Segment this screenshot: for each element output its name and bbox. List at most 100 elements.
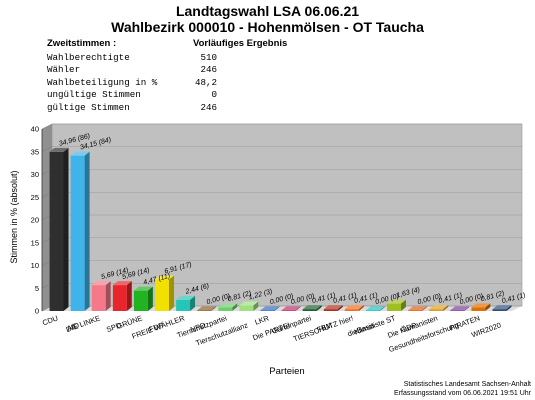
bar-front (492, 309, 507, 311)
bar (155, 275, 174, 311)
bar (70, 151, 90, 311)
x-tick-label: LKR (254, 313, 271, 326)
bar-front (302, 309, 317, 311)
x-tick-label: CDU (41, 313, 59, 327)
bar-side (358, 305, 364, 311)
stat-value: 246 (200, 101, 217, 113)
bar-front (91, 285, 106, 311)
bar-top (91, 281, 111, 286)
bar-top (408, 306, 428, 311)
bar-front (365, 310, 380, 311)
bar-side (485, 303, 491, 311)
stat-value: 48,2 (194, 76, 217, 88)
y-axis: 0 5 10 15 20 25 30 35 40 (31, 125, 43, 316)
bar (387, 299, 406, 311)
bar-top (112, 281, 132, 286)
bar-side (274, 306, 280, 311)
stat-value: 0 (211, 89, 217, 101)
bar (365, 306, 385, 311)
bar-side (147, 286, 153, 311)
grid-line-side (41, 146, 53, 152)
bar-front (218, 307, 233, 311)
bar (176, 295, 196, 311)
stats-row: ungültige Stimmen 0 (47, 89, 217, 101)
bar-side (506, 305, 512, 311)
bar-front (429, 309, 444, 311)
stats-table: Wahlberechtigte 510 Wähler 246 Wahlbeteili… (47, 52, 217, 114)
bar-front (387, 303, 401, 311)
x-axis-label: Parteien (269, 366, 304, 377)
bar-side (316, 305, 322, 311)
bar-top (70, 151, 90, 156)
bar (492, 305, 512, 311)
bar-front (408, 310, 423, 311)
y-tick-label: 25 (31, 193, 39, 202)
bar-top (260, 306, 280, 311)
bar-front (450, 310, 465, 311)
x-tick-label: DIE LINKE (65, 313, 102, 334)
bar-top (302, 305, 322, 310)
stats-row: Wahlbeteiligung in % 48,2 (47, 77, 217, 89)
bar-top (49, 147, 69, 152)
bar-side (84, 151, 90, 311)
y-tick-label: 40 (31, 125, 39, 134)
y-tick-label: 30 (31, 170, 39, 179)
bar (471, 303, 491, 311)
stat-value: 510 (200, 52, 217, 63)
bar (323, 305, 343, 311)
bar-side (105, 281, 111, 311)
bar-front (133, 290, 148, 311)
bar-side (379, 306, 385, 311)
footer-source: Statistisches Landesamt Sachsen-Anhalt (403, 381, 531, 388)
bar-top (176, 295, 196, 300)
bar (260, 306, 280, 311)
bar-front (260, 310, 275, 311)
y-tick-label: 10 (31, 261, 39, 270)
bar (91, 281, 111, 311)
bar-front (239, 305, 254, 311)
bar-top (218, 303, 238, 308)
footer-timestamp: Erfassungsstand vom 06.06.2021 19:51 Uhr (394, 390, 531, 397)
section-label: Zweitstimmen : (47, 38, 117, 49)
bar-side (232, 303, 238, 311)
bar (218, 303, 238, 311)
bar-top (450, 306, 470, 311)
stat-value: 246 (200, 64, 217, 76)
bar (49, 147, 69, 311)
bar-top (365, 306, 385, 311)
bar (197, 306, 217, 311)
bar-front (155, 279, 169, 311)
bar (450, 306, 470, 311)
bar (133, 286, 153, 311)
bar-top (197, 306, 217, 311)
bar-top (344, 305, 364, 310)
bar-top (239, 301, 259, 306)
bar (112, 281, 132, 311)
bar-top (471, 303, 491, 308)
bar-side (211, 306, 217, 311)
bar-side (63, 147, 69, 311)
bar-top (323, 305, 343, 310)
bar-side (422, 306, 428, 311)
stat-label: ungültige Stimmen (47, 89, 141, 101)
stat-label: Wähler (47, 64, 81, 76)
bar (429, 305, 449, 311)
stats-row: Wahlberechtigte 510 (47, 52, 217, 64)
bar-side (464, 306, 470, 311)
bar (281, 306, 301, 311)
y-tick-label: 35 (31, 147, 39, 156)
bar-top (429, 305, 449, 310)
y-axis-label: Stimmen in % (absolut) (9, 170, 19, 263)
y-tick-label: 5 (35, 284, 39, 293)
bar-top (281, 306, 301, 311)
grid-line-side (41, 123, 53, 130)
bar-side (126, 281, 132, 311)
status-label: Vorläufiges Ergebnis (193, 38, 288, 49)
bar-side (443, 305, 449, 311)
bar-front (471, 307, 486, 311)
bars (49, 147, 512, 311)
chart-subtitle: Wahlbezirk 000010 - Hohenmölsen - OT Tau… (111, 19, 424, 35)
bar-front (281, 310, 296, 311)
bar-front (49, 151, 64, 311)
